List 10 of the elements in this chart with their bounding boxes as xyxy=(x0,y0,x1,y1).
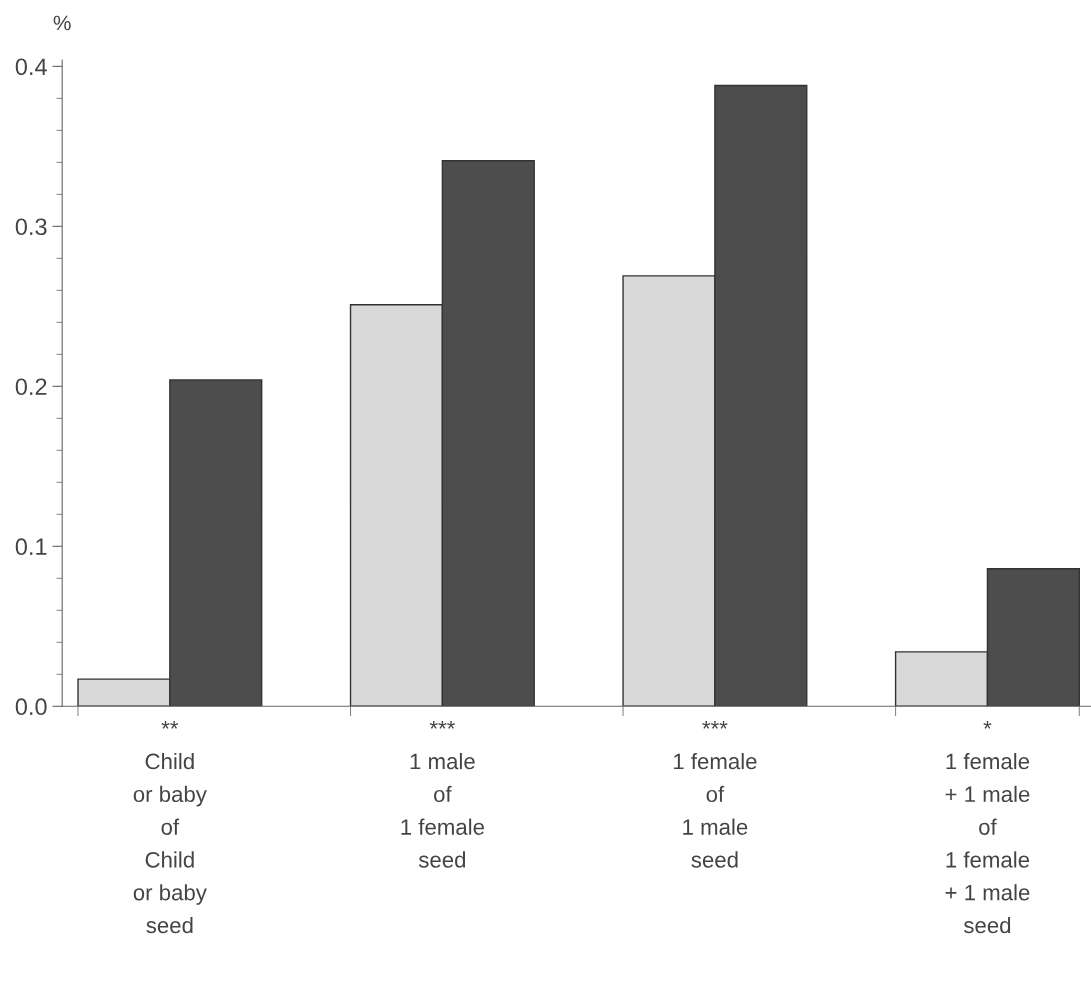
x-tick-label: *** 1 male of 1 female seed xyxy=(401,721,484,868)
y-axis-title: % xyxy=(53,15,71,31)
y-tick-label: 0.4 xyxy=(15,58,47,76)
y-tick-label: 0.2 xyxy=(15,378,47,396)
y-tick-label: 0.1 xyxy=(15,538,47,556)
y-tick-label: 0.0 xyxy=(15,698,47,716)
x-tick-label: ** Child or baby of Child or baby seed xyxy=(133,721,207,934)
x-tick-label: *** 1 female of 1 male seed xyxy=(673,721,757,868)
x-tick-label: * 1 female + 1 male of 1 female + 1 male seed xyxy=(945,721,1030,934)
y-tick-label: 0.3 xyxy=(15,218,47,236)
